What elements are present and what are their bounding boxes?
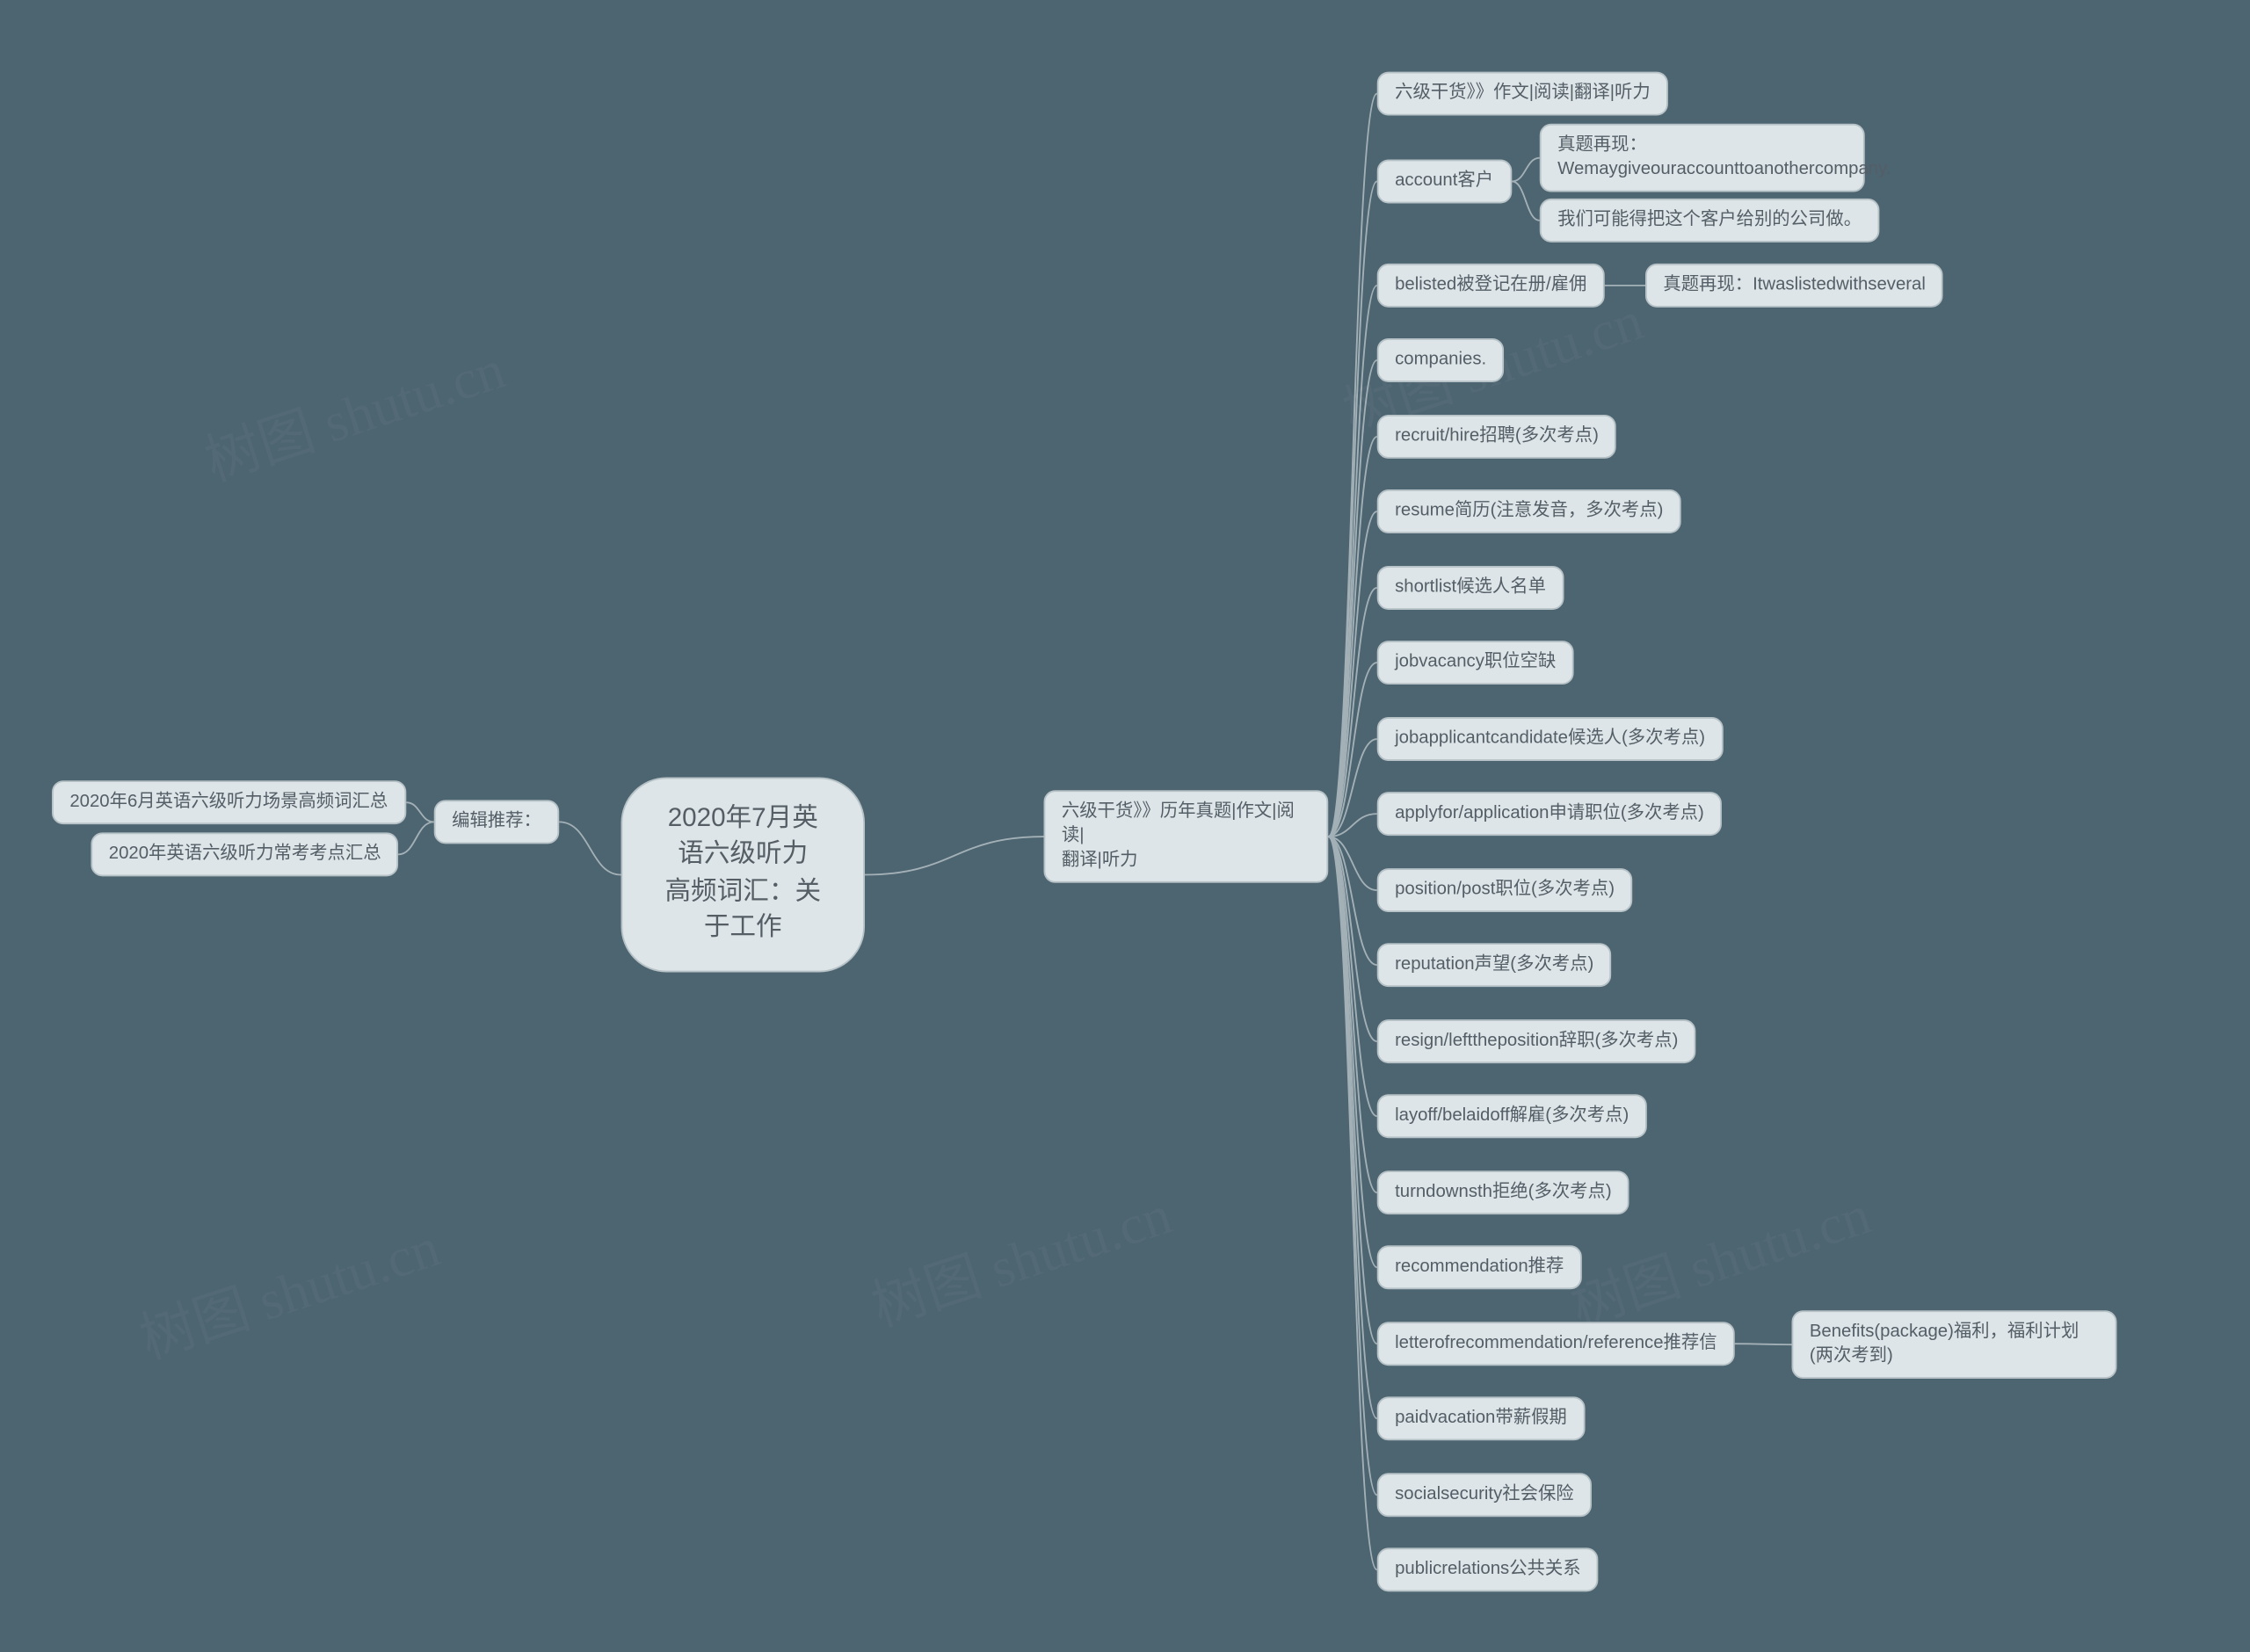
right-leaf: layoff/belaidoff解雇(多次考点) xyxy=(1377,1094,1647,1138)
left-leaf: 2020年6月英语六级听力场景高频词汇总 xyxy=(52,780,406,824)
right-leaf: recommendation推荐 xyxy=(1377,1245,1582,1289)
right-leaf: letterofrecommendation/reference推荐信 xyxy=(1377,1322,1735,1366)
watermark: 树图 shutu.cn xyxy=(860,1170,1180,1342)
right-leaf: applyfor/application申请职位(多次考点) xyxy=(1377,792,1722,836)
right-subleaf: 我们可能得把这个客户给别的公司做。 xyxy=(1540,199,1880,243)
right-leaf: recruit/hire招聘(多次考点) xyxy=(1377,415,1616,459)
right-leaf: position/post职位(多次考点) xyxy=(1377,868,1633,912)
right-leaf: account客户 xyxy=(1377,160,1512,204)
mindmap-stage: 树图 shutu.cn树图 shutu.cn树图 shutu.cn树图 shut… xyxy=(4,13,2247,1639)
right-leaf: socialsecurity社会保险 xyxy=(1377,1473,1592,1517)
right-branch-root: 六级干货》》历年真题|作文|阅读| 翻译|听力 xyxy=(1044,790,1329,882)
right-subleaf: Benefits(package)福利，福利计划(两次考到) xyxy=(1792,1310,2117,1378)
right-leaf: resign/lefttheposition辞职(多次考点) xyxy=(1377,1019,1696,1063)
right-leaf: publicrelations公共关系 xyxy=(1377,1547,1599,1591)
left-branch-root: 编辑推荐： xyxy=(434,800,559,844)
left-leaf: 2020年英语六级听力常考考点汇总 xyxy=(91,832,399,876)
center-topic: 2020年7月英语六级听力 高频词汇：关于工作 xyxy=(621,778,866,972)
right-subleaf: 真题再现：Wemaygiveouraccounttoanothercompany… xyxy=(1540,124,1865,192)
right-leaf: reputation声望(多次考点) xyxy=(1377,943,1612,987)
right-leaf: jobapplicantcandidate候选人(多次考点) xyxy=(1377,717,1724,761)
right-leaf: turndownsth拒绝(多次考点) xyxy=(1377,1170,1629,1214)
right-leaf: resume简历(注意发音，多次考点) xyxy=(1377,489,1681,533)
watermark: 树图 shutu.cn xyxy=(193,325,513,496)
right-leaf: companies. xyxy=(1377,338,1505,382)
right-leaf: paidvacation带薪假期 xyxy=(1377,1396,1585,1440)
watermark: 树图 shutu.cn xyxy=(128,1203,448,1374)
right-leaf: jobvacancy职位空缺 xyxy=(1377,641,1574,685)
right-leaf: 六级干货》》作文|阅读|翻译|听力 xyxy=(1377,72,1668,116)
right-subleaf: 真题再现：Itwaslistedwithseveral xyxy=(1645,264,1943,308)
right-leaf: belisted被登记在册/雇佣 xyxy=(1377,264,1605,308)
right-leaf: shortlist候选人名单 xyxy=(1377,566,1564,610)
